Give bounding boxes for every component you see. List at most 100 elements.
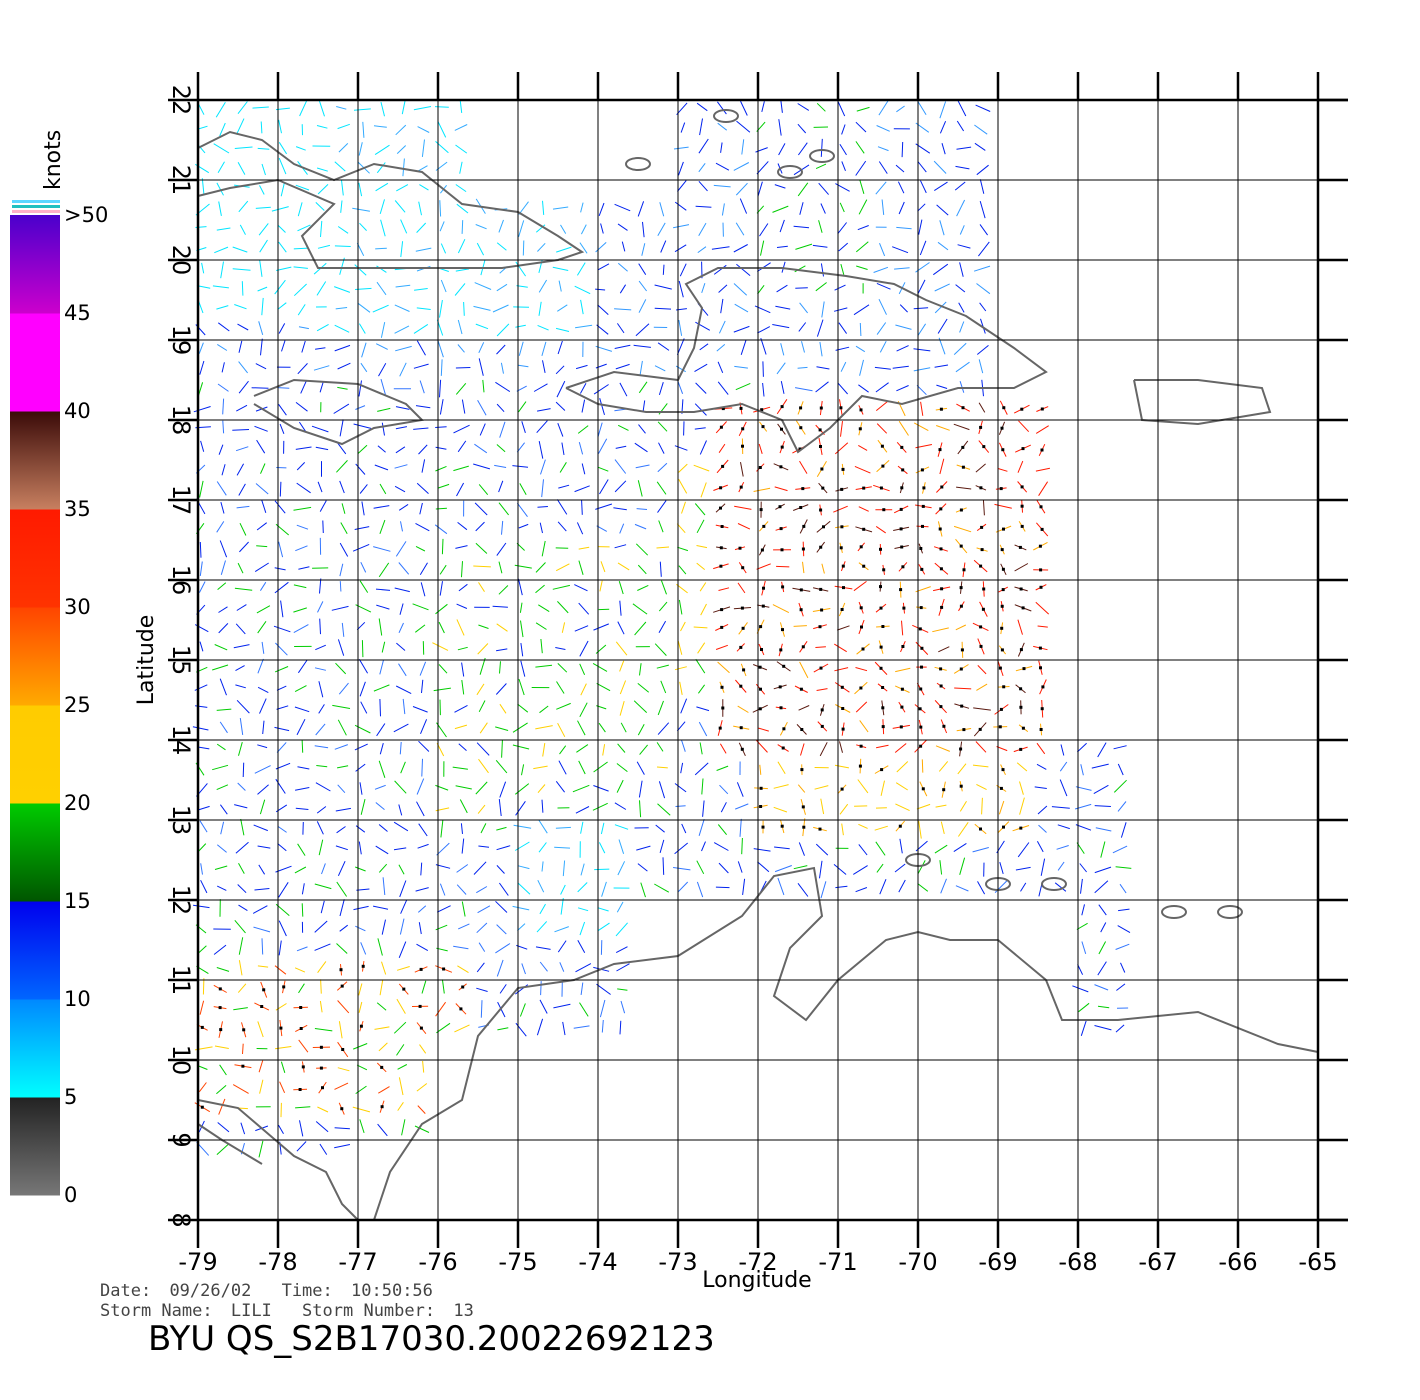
wind-vector [1079,863,1087,873]
rain-flag [779,465,783,469]
wind-vector [496,845,511,851]
wind-vector [318,681,324,698]
wind-vector [880,780,885,796]
wind-vector [496,344,506,355]
wind-vector [638,280,647,292]
wind-vector [376,265,387,273]
wind-vector [212,764,229,771]
rain-flag [819,545,823,549]
rain-flag [859,744,863,748]
wind-vector [458,583,468,592]
wind-vector [296,946,308,952]
wind-vector [358,983,363,996]
rain-flag [298,1088,302,1091]
wind-vector [637,723,645,736]
wind-vector [279,481,282,497]
wind-vector [798,705,810,711]
wind-vector [673,224,690,229]
wind-vector [439,564,447,575]
rain-flag [999,707,1003,711]
wind-vector [559,462,567,473]
wind-vector [439,883,446,896]
wind-vector [618,581,624,595]
wind-vector [736,782,744,797]
wind-vector [459,799,468,814]
wind-vector [873,266,889,273]
rain-flag [858,764,862,768]
wind-vector [501,740,503,758]
wind-vector [377,1123,388,1137]
wind-vector [536,420,548,434]
wind-vector [317,184,329,195]
wind-vector [737,861,743,873]
rain-flag [761,825,765,829]
wind-vector [658,520,664,533]
wind-vector [674,201,687,211]
wind-vector [473,861,487,875]
wind-vector [238,904,248,912]
wind-vector [619,600,622,616]
wind-vector [642,400,646,413]
rain-flag [882,568,886,572]
rain-flag [719,486,723,490]
wind-vector [496,865,505,874]
wind-vector [313,365,330,371]
wind-vector [335,307,348,310]
wind-vector [376,723,386,737]
wind-vector [397,1102,404,1111]
wind-vector [215,101,226,118]
wind-vector [715,886,730,889]
wind-vector [698,180,708,192]
wind-vector [461,220,464,234]
rain-flag [819,406,823,410]
wind-vector [739,818,742,837]
wind-vector [1120,822,1127,838]
svg-text:Date: 09/26/02 Tim: Date: 09/26/02 Time: 10:50:56 [100,1281,433,1301]
wind-vector [257,147,270,150]
wind-vector [597,304,609,315]
wind-vector [575,963,592,973]
colorbar-segment [10,999,60,1098]
rain-flag [921,504,925,508]
wind-vector [395,284,411,288]
rain-flag [799,506,803,509]
wind-vector [981,797,983,815]
wind-vector [858,444,868,451]
wind-vector [553,1003,571,1009]
wind-vector [815,163,827,170]
rain-flag [940,605,944,609]
wind-vector [855,160,867,176]
wind-vector [641,243,646,256]
wind-vector [939,121,947,134]
wind-vector [638,780,643,798]
wind-vector [254,425,268,432]
wind-vector [580,863,585,876]
wind-vector [875,525,886,534]
wind-vector [774,486,788,492]
wind-vector [973,265,991,272]
wind-vector [319,578,322,594]
rain-flag [1019,687,1023,691]
wind-vector [200,440,205,452]
rain-flag [820,708,824,712]
wind-vector [273,625,291,633]
wind-vector [600,822,605,835]
wind-vector [977,881,986,895]
rain-flag [841,564,845,568]
wind-vector [337,1067,350,1072]
wind-vector [456,482,465,497]
wind-vector [537,408,551,412]
wind-vector [395,124,407,136]
wind-vector [353,423,372,429]
wind-vector [521,421,526,434]
wind-vector [340,522,348,534]
wind-vector [959,262,964,277]
wind-vector [853,865,868,875]
wind-vector [680,122,686,133]
wind-vector [461,662,465,677]
wind-vector [198,103,205,115]
rain-flag [818,625,822,629]
wind-vector [295,184,310,191]
rain-flag [361,964,365,968]
wind-vector [875,841,886,856]
